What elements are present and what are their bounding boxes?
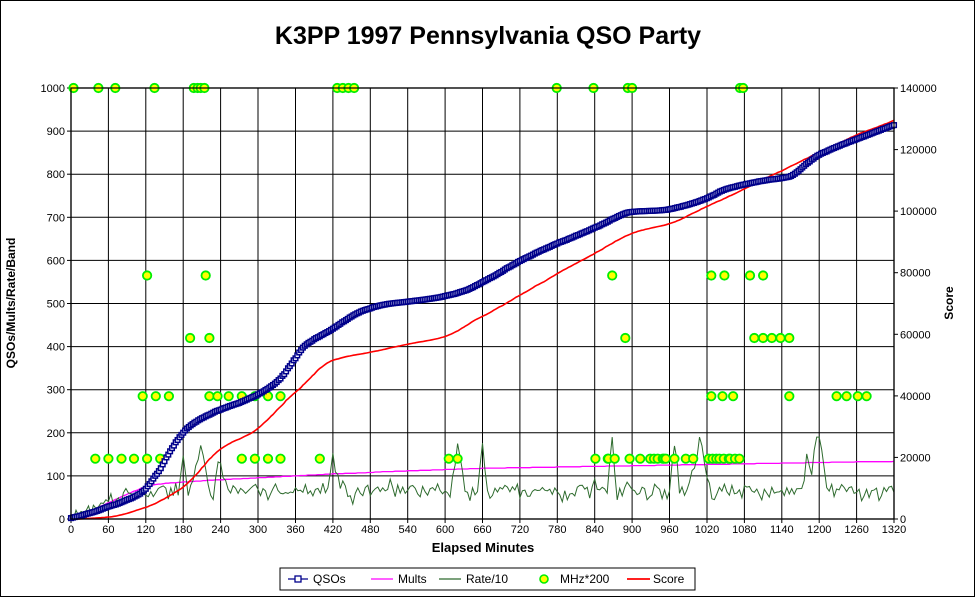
svg-text:540: 540: [399, 524, 417, 536]
svg-text:600: 600: [436, 524, 454, 536]
svg-text:Elapsed Minutes: Elapsed Minutes: [432, 540, 535, 555]
svg-text:360: 360: [286, 524, 304, 536]
svg-text:0: 0: [900, 514, 906, 526]
svg-text:480: 480: [361, 524, 379, 536]
svg-text:100000: 100000: [900, 206, 937, 218]
svg-text:140000: 140000: [900, 83, 937, 95]
svg-text:MHz*200: MHz*200: [560, 572, 610, 586]
svg-text:80000: 80000: [900, 268, 931, 280]
svg-text:840: 840: [586, 524, 604, 536]
svg-text:180: 180: [174, 524, 192, 536]
svg-text:QSOs: QSOs: [313, 572, 346, 586]
svg-text:0: 0: [59, 514, 65, 526]
svg-text:720: 720: [511, 524, 529, 536]
svg-text:Score: Score: [653, 572, 685, 586]
svg-text:Mults: Mults: [398, 572, 427, 586]
svg-text:660: 660: [473, 524, 491, 536]
svg-text:900: 900: [623, 524, 641, 536]
svg-text:1140: 1140: [770, 524, 794, 536]
svg-text:1080: 1080: [732, 524, 756, 536]
svg-text:420: 420: [324, 524, 342, 536]
svg-text:0: 0: [68, 524, 74, 536]
svg-text:Score: Score: [942, 286, 956, 320]
svg-text:100: 100: [47, 471, 65, 483]
svg-text:1000: 1000: [41, 83, 65, 95]
svg-text:1020: 1020: [695, 524, 719, 536]
svg-text:120000: 120000: [900, 145, 937, 157]
svg-text:Rate/10: Rate/10: [466, 572, 508, 586]
svg-text:40000: 40000: [900, 391, 931, 403]
svg-text:60: 60: [102, 524, 114, 536]
svg-text:300: 300: [47, 385, 65, 397]
svg-text:K3PP 1997 Pennsylvania QSO Par: K3PP 1997 Pennsylvania QSO Party: [275, 22, 701, 50]
svg-text:60000: 60000: [900, 329, 931, 341]
svg-text:20000: 20000: [900, 452, 931, 464]
svg-text:120: 120: [137, 524, 155, 536]
svg-text:600: 600: [47, 255, 65, 267]
svg-text:QSOs/Mults/Rate/Band: QSOs/Mults/Rate/Band: [4, 238, 18, 369]
svg-text:400: 400: [47, 342, 65, 354]
svg-text:780: 780: [548, 524, 566, 536]
svg-text:500: 500: [47, 299, 65, 311]
svg-text:1200: 1200: [807, 524, 831, 536]
svg-text:240: 240: [211, 524, 229, 536]
svg-text:700: 700: [47, 212, 65, 224]
svg-text:900: 900: [47, 126, 65, 138]
svg-text:960: 960: [660, 524, 678, 536]
svg-text:300: 300: [249, 524, 267, 536]
svg-text:800: 800: [47, 169, 65, 181]
svg-text:1260: 1260: [844, 524, 868, 536]
svg-text:200: 200: [47, 428, 65, 440]
